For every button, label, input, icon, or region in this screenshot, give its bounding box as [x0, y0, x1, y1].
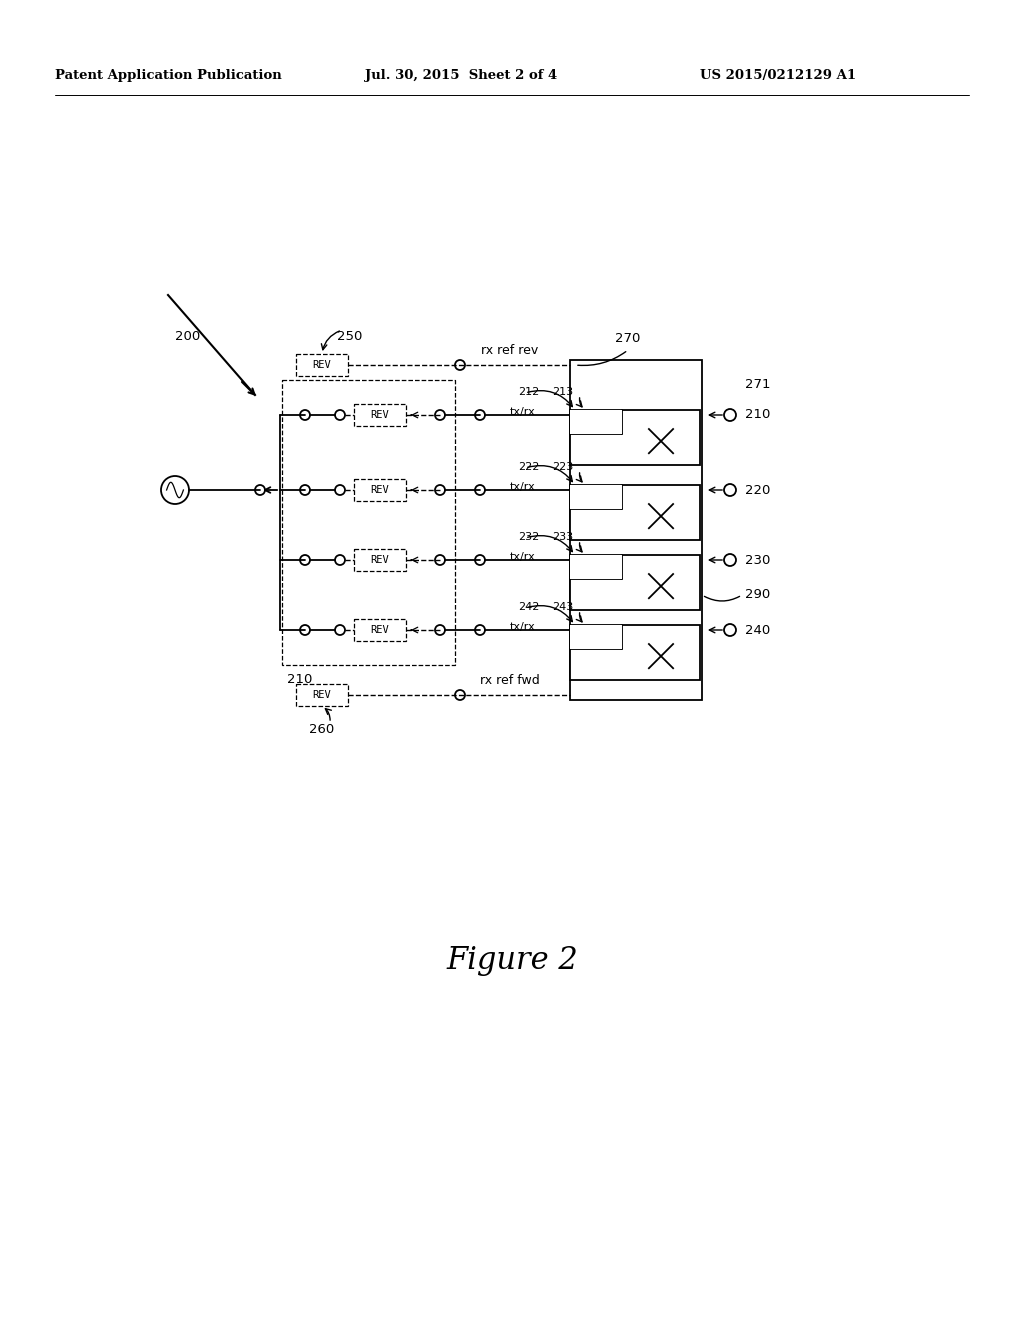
Text: 240: 240 [745, 623, 770, 636]
Text: Figure 2: Figure 2 [446, 945, 578, 975]
Bar [282, 380, 455, 665]
Text: Jul. 30, 2015  Sheet 2 of 4: Jul. 30, 2015 Sheet 2 of 4 [365, 69, 557, 82]
Text: 213: 213 [552, 387, 573, 397]
Text: REV: REV [371, 411, 389, 420]
Bar [354, 479, 406, 502]
Bar [296, 354, 348, 376]
Text: 212: 212 [518, 387, 540, 397]
Text: tx/rx: tx/rx [510, 482, 536, 492]
Text: 243: 243 [552, 602, 573, 612]
Text: Patent Application Publication: Patent Application Publication [55, 69, 282, 82]
Text: tx/rx: tx/rx [510, 622, 536, 632]
Text: 222: 222 [518, 462, 540, 473]
Text: 233: 233 [552, 532, 573, 543]
Text: REV: REV [312, 360, 332, 370]
Bar [296, 684, 348, 706]
Bar [354, 549, 406, 572]
Text: 230: 230 [745, 553, 770, 566]
Text: REV: REV [371, 624, 389, 635]
Bar [570, 360, 702, 700]
Bar [570, 484, 622, 510]
Text: 210: 210 [287, 673, 312, 686]
Bar [570, 411, 700, 465]
Bar [570, 554, 700, 610]
Text: REV: REV [371, 554, 389, 565]
Bar [570, 484, 700, 540]
Bar [354, 404, 406, 426]
Bar [570, 624, 700, 680]
Text: US 2015/0212129 A1: US 2015/0212129 A1 [700, 69, 856, 82]
Text: tx/rx: tx/rx [510, 407, 536, 417]
Text: REV: REV [312, 690, 332, 700]
Text: 223: 223 [552, 462, 573, 473]
Text: 290: 290 [745, 589, 770, 602]
Text: 260: 260 [309, 723, 335, 737]
Text: rx ref rev: rx ref rev [481, 345, 539, 356]
Text: 220: 220 [745, 483, 770, 496]
Text: 250: 250 [337, 330, 362, 343]
Text: 270: 270 [615, 333, 640, 345]
Bar [570, 411, 622, 434]
Text: 271: 271 [745, 379, 770, 392]
Text: 242: 242 [518, 602, 540, 612]
Text: 210: 210 [745, 408, 770, 421]
Text: 200: 200 [175, 330, 201, 343]
Bar [354, 619, 406, 642]
Text: rx ref fwd: rx ref fwd [480, 675, 540, 686]
Bar [570, 624, 622, 649]
Bar [570, 554, 622, 579]
Text: tx/rx: tx/rx [510, 552, 536, 562]
Text: REV: REV [371, 484, 389, 495]
Text: 232: 232 [518, 532, 540, 543]
